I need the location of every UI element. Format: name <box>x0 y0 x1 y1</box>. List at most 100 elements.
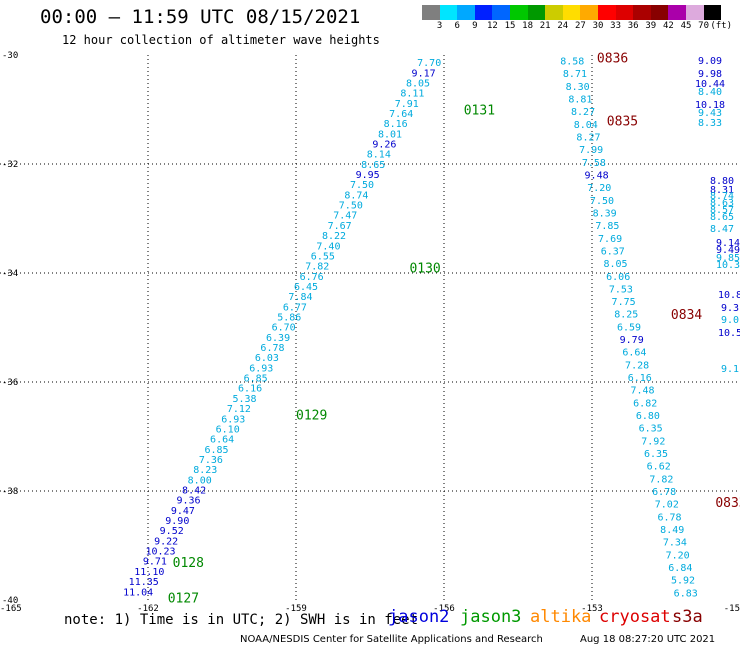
wave-height-value: 6.45 <box>294 282 318 293</box>
wave-height-value: 7.69 <box>598 234 622 245</box>
wave-height-value: 6.16 <box>628 373 652 384</box>
wave-height-value: 8.31 <box>710 185 734 196</box>
wave-height-value: 9.0 <box>721 315 739 326</box>
wave-height-value: 6.59 <box>617 322 641 333</box>
wave-height-value: 8.04 <box>574 120 598 131</box>
wave-height-value: 7.50 <box>590 196 614 207</box>
wave-height-value: 8.57 <box>710 205 734 216</box>
wave-height-value: 6.62 <box>647 462 671 473</box>
wave-height-value: 8.39 <box>593 208 617 219</box>
wave-height-value: 9.47 <box>171 506 195 517</box>
wave-height-value: 8.74 <box>344 190 368 201</box>
wave-height-value: 6.80 <box>636 411 660 422</box>
y-tick-label: -32 <box>2 160 18 170</box>
wave-height-value: 8.05 <box>406 78 430 89</box>
wave-height-value: 7.20 <box>587 183 611 194</box>
color-scale-label: 70 <box>698 21 710 31</box>
color-scale-cell <box>668 5 686 20</box>
wave-height-value: 7.12 <box>227 404 251 415</box>
legend-altika: altika <box>530 607 592 627</box>
color-scale-cell <box>422 5 440 20</box>
wave-height-value: 8.71 <box>563 69 587 80</box>
wave-height-value: 7.91 <box>395 99 419 110</box>
color-scale-label: 39 <box>645 21 657 31</box>
color-scale-label: 45 <box>680 21 692 31</box>
wave-height-value: 9.22 <box>154 536 178 547</box>
wave-height-value: 5.92 <box>671 576 695 587</box>
wave-height-value: 9.95 <box>356 170 380 181</box>
wave-height-value: 8.27 <box>576 132 600 143</box>
wave-height-value: 9.48 <box>585 170 609 181</box>
wave-height-value: 8.05 <box>603 259 627 270</box>
wave-height-value: 11.35 <box>129 577 159 588</box>
color-scale-label: 12 <box>486 21 498 31</box>
color-scale-label: 30 <box>592 21 604 31</box>
wave-height-value: 9.98 <box>698 69 722 80</box>
wave-height-value: 9.17 <box>412 68 436 79</box>
wave-height-value: 8.58 <box>560 56 584 67</box>
wave-height-value: 8.63 <box>710 198 734 209</box>
wave-height-value: 7.28 <box>625 360 649 371</box>
wave-height-value: 6.77 <box>283 302 307 313</box>
wave-height-value: 5.86 <box>277 313 301 324</box>
wave-height-value: 5.38 <box>232 394 256 405</box>
wave-height-value: 9.43 <box>698 108 722 119</box>
wave-height-value: 6.39 <box>266 333 290 344</box>
wave-height-value: 9.09 <box>698 56 722 67</box>
wave-height-value: 7.20 <box>666 550 690 561</box>
color-scale-cell <box>439 5 458 20</box>
wave-height-value: 7.50 <box>339 201 363 212</box>
wave-height-value: 6.64 <box>622 348 646 359</box>
wave-height-value: 7.70 <box>417 58 441 69</box>
wave-height-value: 7.82 <box>305 262 329 273</box>
wave-height-value: 6.85 <box>204 445 228 456</box>
wave-height-value: 6.64 <box>210 435 234 446</box>
wave-height-value: 6.78 <box>657 512 681 523</box>
color-scale-cell <box>545 5 563 20</box>
color-scale-cell <box>457 5 475 20</box>
wave-height-value: 9.49 <box>716 245 740 256</box>
color-scale-bar <box>422 5 722 20</box>
wave-height-value: 7.82 <box>649 474 673 485</box>
pass-time-label: 0130 <box>409 262 440 277</box>
color-scale-cell <box>562 5 581 20</box>
wave-height-value: 9.52 <box>160 526 184 537</box>
wave-height-value: 8.30 <box>566 82 590 93</box>
x-tick-label: -165 <box>0 604 22 614</box>
color-scale-label: 33 <box>610 21 622 31</box>
wave-height-value: 7.67 <box>328 221 352 232</box>
wave-height-value: 6.76 <box>300 272 324 283</box>
wave-height-value: 7.75 <box>612 297 636 308</box>
color-scale-cell <box>650 5 669 20</box>
wave-height-value: 8.25 <box>614 310 638 321</box>
pass-time-label: 0833 <box>715 496 740 511</box>
pass-time-label: 0128 <box>173 556 204 571</box>
wave-height-value: 7.40 <box>316 241 340 252</box>
wave-height-value: 10.23 <box>145 547 175 558</box>
wave-height-value: 8.40 <box>698 87 722 98</box>
wave-height-value: 7.85 <box>595 221 619 232</box>
wave-height-value: 7.84 <box>288 292 312 303</box>
wave-height-value: 8.27 <box>571 107 595 118</box>
wave-height-value: 8.01 <box>378 129 402 140</box>
wave-height-value: 10.3 <box>716 260 740 271</box>
x-tick-label: -162 <box>137 604 159 614</box>
wave-height-value: 6.37 <box>601 246 625 257</box>
wave-height-value: 8.23 <box>193 465 217 476</box>
footer-note: note: 1) Time is in UTC; 2) SWH is in fe… <box>64 612 419 628</box>
wave-height-value: 8.42 <box>182 486 206 497</box>
credit-text: NOAA/NESDIS Center for Satellite Applica… <box>240 634 543 645</box>
color-scale-cell <box>633 5 651 20</box>
chart-title: 00:00 – 11:59 UTC 08/15/2021 <box>40 6 361 28</box>
wave-height-value: 8.80 <box>710 176 734 187</box>
wave-height-value: 7.50 <box>350 180 374 191</box>
wave-height-value: 7.48 <box>630 386 654 397</box>
color-scale-label: 24 <box>557 21 569 31</box>
y-tick-label: -34 <box>2 269 18 279</box>
wave-height-value: 9.85 <box>716 253 740 264</box>
wave-height-value: 7.58 <box>582 158 606 169</box>
wave-height-value: 9.3 <box>721 303 739 314</box>
color-scale-label: 3 <box>436 21 443 31</box>
wave-height-value: 7.02 <box>655 500 679 511</box>
